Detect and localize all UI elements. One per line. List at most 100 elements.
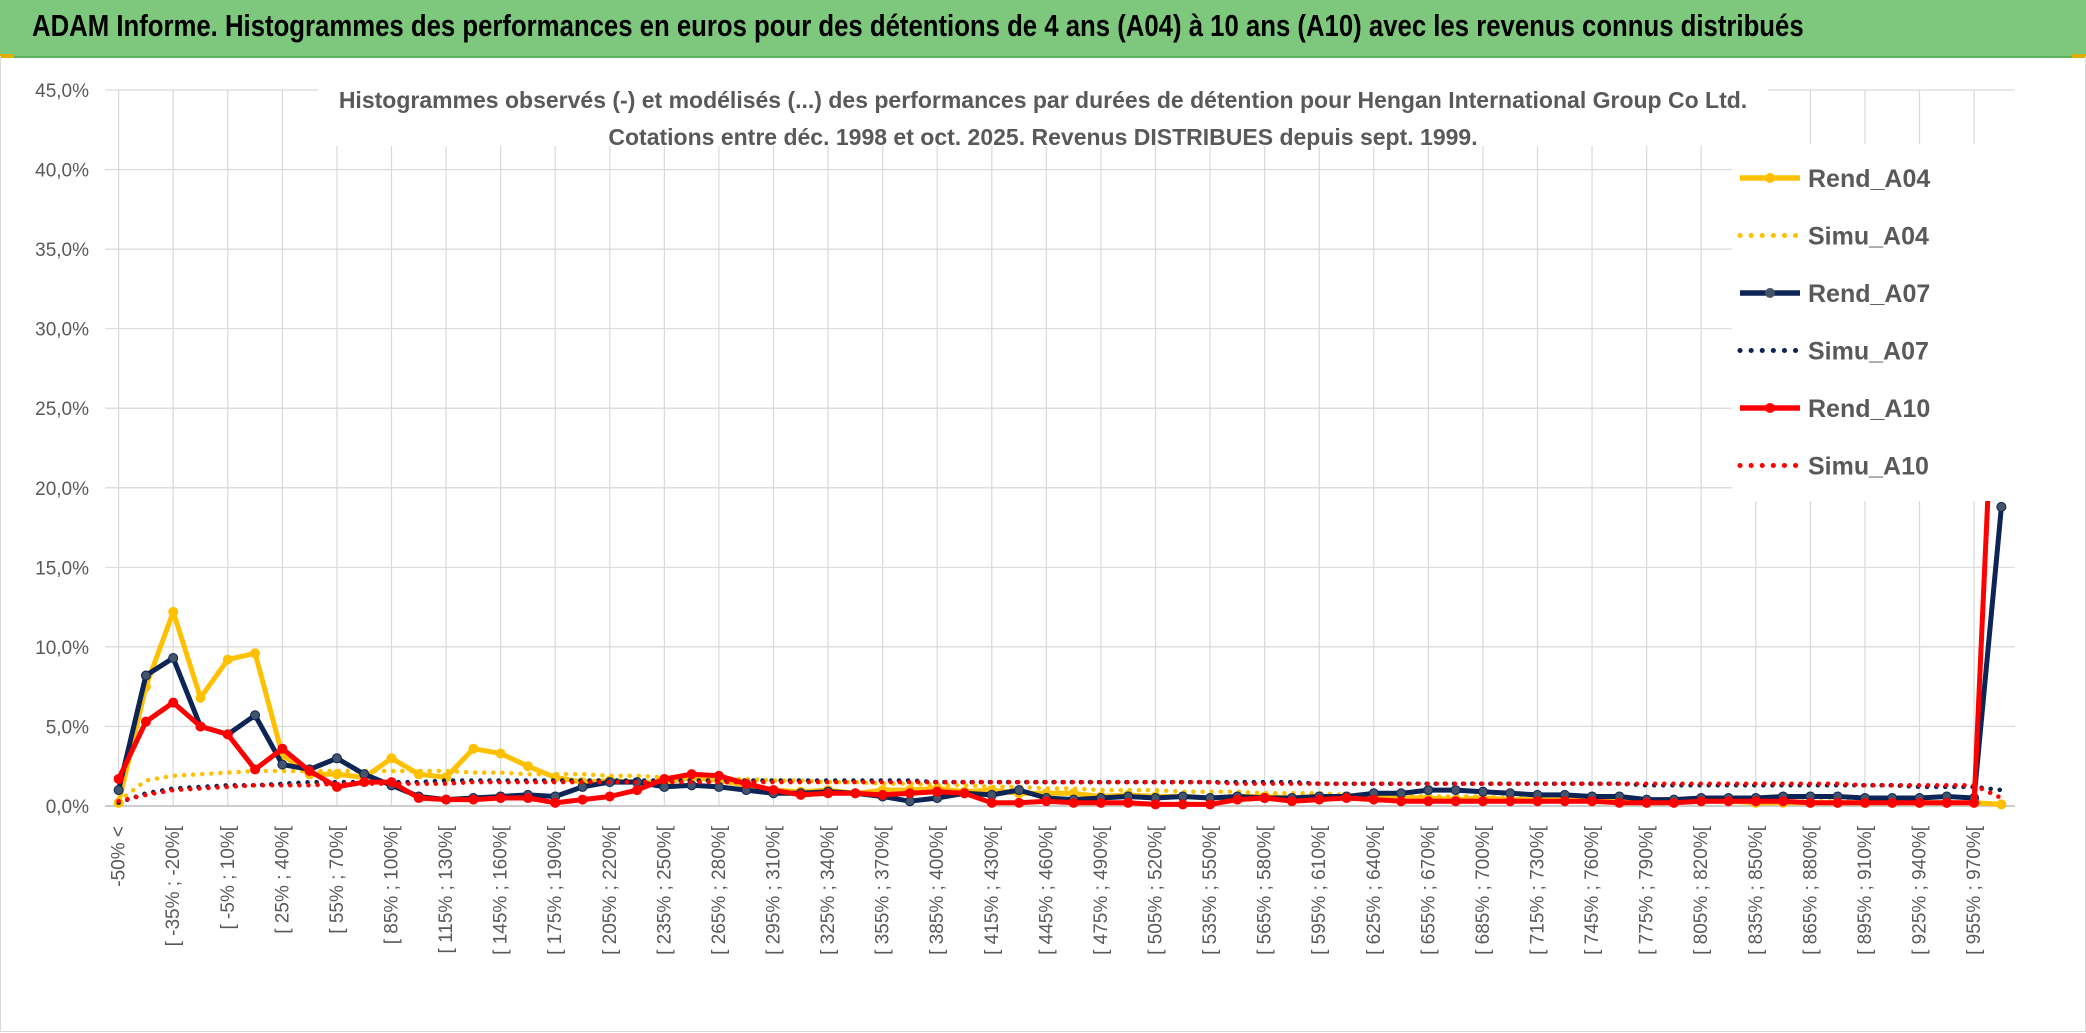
y-tick-label: 20,0%	[35, 479, 89, 500]
point-rend-a04	[195, 692, 206, 703]
point-rend-a10	[932, 786, 943, 797]
point-rend-a10	[986, 797, 997, 808]
y-tick-label: 45,0%	[35, 81, 89, 102]
legend-label-simu-a10: Simu_A10	[1808, 453, 1929, 481]
x-tick-label: [ 25% ; 40%[	[272, 825, 293, 933]
y-tick-label: 5,0%	[46, 717, 89, 738]
report-banner: ADAM Informe. Histogrammes des performan…	[0, 0, 2086, 58]
point-rend-a10	[1723, 796, 1734, 807]
point-rend-a07	[1450, 785, 1461, 796]
legend-marker-rend-a04	[1765, 173, 1775, 183]
point-rend-a10	[850, 788, 861, 799]
x-tick-label: [ 595% ; 610%[	[1309, 825, 1330, 955]
point-rend-a10	[522, 793, 533, 804]
x-tick-label: [ 925% ; 940%[	[1910, 825, 1931, 955]
series-layer	[113, 191, 2007, 810]
legend-label-simu-a07: Simu_A07	[1808, 338, 1929, 366]
x-tick-label: [ 955% ; 970%[	[1964, 825, 1985, 955]
gridlines	[105, 89, 2015, 807]
point-rend-a10	[468, 794, 479, 805]
x-tick-label: [ 775% ; 790%[	[1637, 825, 1658, 955]
x-tick-label: [ 265% ; 280%[	[709, 825, 730, 955]
y-axis: 0,0% 5,0% 10,0% 15,0% 20,0% 25,0% 30,0% 35,0% 40…	[35, 81, 89, 818]
x-tick-label: [ 535% ; 550%[	[1200, 825, 1221, 955]
point-rend-a10	[1941, 797, 1952, 808]
point-rend-a10	[823, 788, 834, 799]
x-tick-label: [ 475% ; 490%[	[1091, 825, 1112, 955]
legend-label-rend-a04: Rend_A04	[1808, 165, 1930, 193]
point-rend-a07	[1014, 785, 1025, 796]
point-rend-a10	[1150, 799, 1161, 810]
legend-label-rend-a07: Rend_A07	[1808, 280, 1930, 308]
x-tick-label: [ 175% ; 190%[	[545, 825, 566, 955]
x-tick-label: [ 295% ; 310%[	[764, 825, 785, 955]
point-rend-a07	[168, 653, 179, 664]
point-rend-a10	[1805, 797, 1816, 808]
y-tick-label: 30,0%	[35, 320, 89, 341]
y-tick-label: 0,0%	[46, 797, 89, 818]
point-rend-a07	[140, 670, 151, 681]
x-tick-label: [ 385% ; 400%[	[927, 825, 948, 955]
x-tick-label: [ 505% ; 520%[	[1146, 825, 1167, 955]
histogram-chart: 0,0% 5,0% 10,0% 15,0% 20,0% 25,0% 30,0% 35,0% 40…	[35, 81, 2032, 955]
chart-title: Histogrammes observés (-) et modélisés (…	[339, 87, 1747, 113]
legend-marker-rend-a07	[1765, 288, 1775, 298]
point-rend-a10	[768, 785, 779, 796]
series-rend-a04-line	[116, 609, 2002, 807]
point-rend-a10	[1778, 796, 1789, 807]
point-rend-a10	[441, 794, 452, 805]
point-rend-a10	[1914, 797, 1925, 808]
x-tick-label: [ 715% ; 730%[	[1528, 825, 1549, 955]
corner-mark-left	[0, 54, 14, 58]
point-rend-a10	[1259, 793, 1270, 804]
point-rend-a10	[1450, 796, 1461, 807]
point-rend-a10	[1314, 794, 1325, 805]
point-rend-a10	[113, 773, 124, 784]
point-rend-a10	[1423, 796, 1434, 807]
legend: Rend_A04 Simu_A04 Rend_A07 Simu_A07 Rend_A10…	[1732, 144, 2032, 501]
x-axis: -50% < [ -35% ; -20%[[ -5% ; 10%[[ 25% ; …	[105, 805, 2015, 955]
point-rend-a10	[632, 785, 643, 796]
point-rend-a10	[140, 716, 151, 727]
point-rend-a10	[168, 697, 179, 708]
point-rend-a07	[1423, 785, 1434, 796]
point-rend-a10	[877, 789, 888, 800]
point-rend-a04	[468, 743, 479, 754]
x-tick-label: [ 565% ; 580%[	[1255, 825, 1276, 955]
x-tick-label: [ 865% ; 880%[	[1800, 825, 1821, 955]
point-rend-a04	[386, 753, 397, 764]
x-tick-label: [ 55% ; 70%[	[327, 825, 348, 933]
y-tick-label: 40,0%	[35, 161, 89, 182]
legend-background	[1732, 144, 2032, 501]
point-rend-a10	[1177, 799, 1188, 810]
point-rend-a10	[1477, 796, 1488, 807]
x-tick-label: [ -35% ; -20%[	[163, 825, 184, 946]
point-rend-a10	[686, 769, 697, 780]
point-rend-a10	[550, 797, 561, 808]
point-rend-a10	[495, 793, 506, 804]
point-rend-a10	[1559, 796, 1570, 807]
point-rend-a07	[250, 710, 261, 721]
point-rend-a10	[904, 788, 915, 799]
x-tick-label: [ 355% ; 370%[	[873, 825, 894, 955]
y-tick-label: 10,0%	[35, 638, 89, 659]
chart-subtitle: Cotations entre déc. 1998 et oct. 2025. …	[608, 124, 1477, 150]
point-rend-a10	[1396, 796, 1407, 807]
point-rend-a10	[304, 765, 315, 776]
point-rend-a07	[1996, 501, 2007, 512]
title-background	[318, 82, 1768, 146]
corner-mark-right	[2072, 54, 2086, 58]
point-rend-a04	[168, 606, 179, 617]
point-rend-a10	[1232, 794, 1243, 805]
point-rend-a04	[222, 654, 233, 665]
x-tick-label: [ 835% ; 850%[	[1746, 825, 1767, 955]
x-tick-label: [ 205% ; 220%[	[600, 825, 621, 955]
point-rend-a10	[959, 788, 970, 799]
point-rend-a10	[1014, 797, 1025, 808]
point-rend-a10	[1041, 796, 1052, 807]
point-rend-a10	[713, 770, 724, 781]
x-tick-label: [ 895% ; 910%[	[1855, 825, 1876, 955]
x-tick-label: [ 625% ; 640%[	[1364, 825, 1385, 955]
point-rend-a10	[1505, 796, 1516, 807]
point-rend-a10	[1068, 797, 1079, 808]
